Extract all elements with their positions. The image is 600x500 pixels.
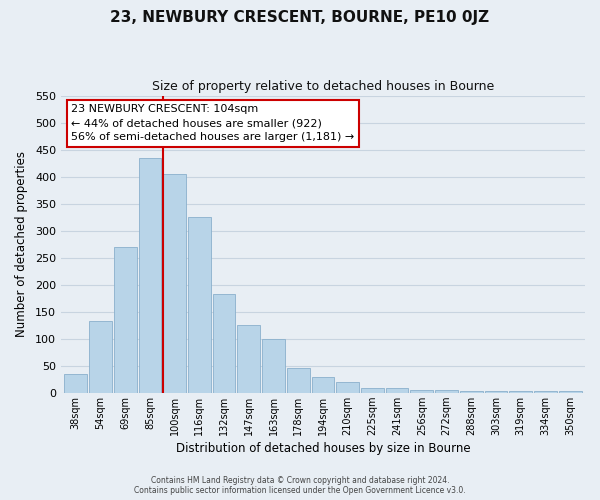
Bar (410, 390, 433, 393)
Bar (139, 158, 161, 393)
Bar (89, 321, 112, 393)
Text: Contains HM Land Registry data © Crown copyright and database right 2024.
Contai: Contains HM Land Registry data © Crown c… (134, 476, 466, 495)
Bar (163, 174, 186, 393)
Bar (311, 376, 334, 393)
Title: Size of property relative to detached houses in Bourne: Size of property relative to detached ho… (152, 80, 494, 93)
Bar (559, 391, 581, 393)
Bar (361, 388, 384, 393)
Bar (435, 390, 458, 393)
Bar (509, 391, 532, 393)
Bar (238, 325, 260, 393)
Y-axis label: Number of detached properties: Number of detached properties (15, 151, 28, 337)
Bar (460, 391, 482, 393)
Text: 23 NEWBURY CRESCENT: 104sqm
← 44% of detached houses are smaller (922)
56% of se: 23 NEWBURY CRESCENT: 104sqm ← 44% of det… (71, 104, 355, 142)
Bar (386, 388, 409, 393)
Bar (534, 391, 557, 393)
Bar (213, 294, 235, 393)
Bar (262, 338, 285, 393)
Bar (64, 374, 87, 393)
Bar (114, 247, 137, 393)
Bar (188, 217, 211, 393)
Bar (287, 368, 310, 393)
Bar (337, 382, 359, 393)
X-axis label: Distribution of detached houses by size in Bourne: Distribution of detached houses by size … (176, 442, 470, 455)
Bar (485, 391, 508, 393)
Text: 23, NEWBURY CRESCENT, BOURNE, PE10 0JZ: 23, NEWBURY CRESCENT, BOURNE, PE10 0JZ (110, 10, 490, 25)
